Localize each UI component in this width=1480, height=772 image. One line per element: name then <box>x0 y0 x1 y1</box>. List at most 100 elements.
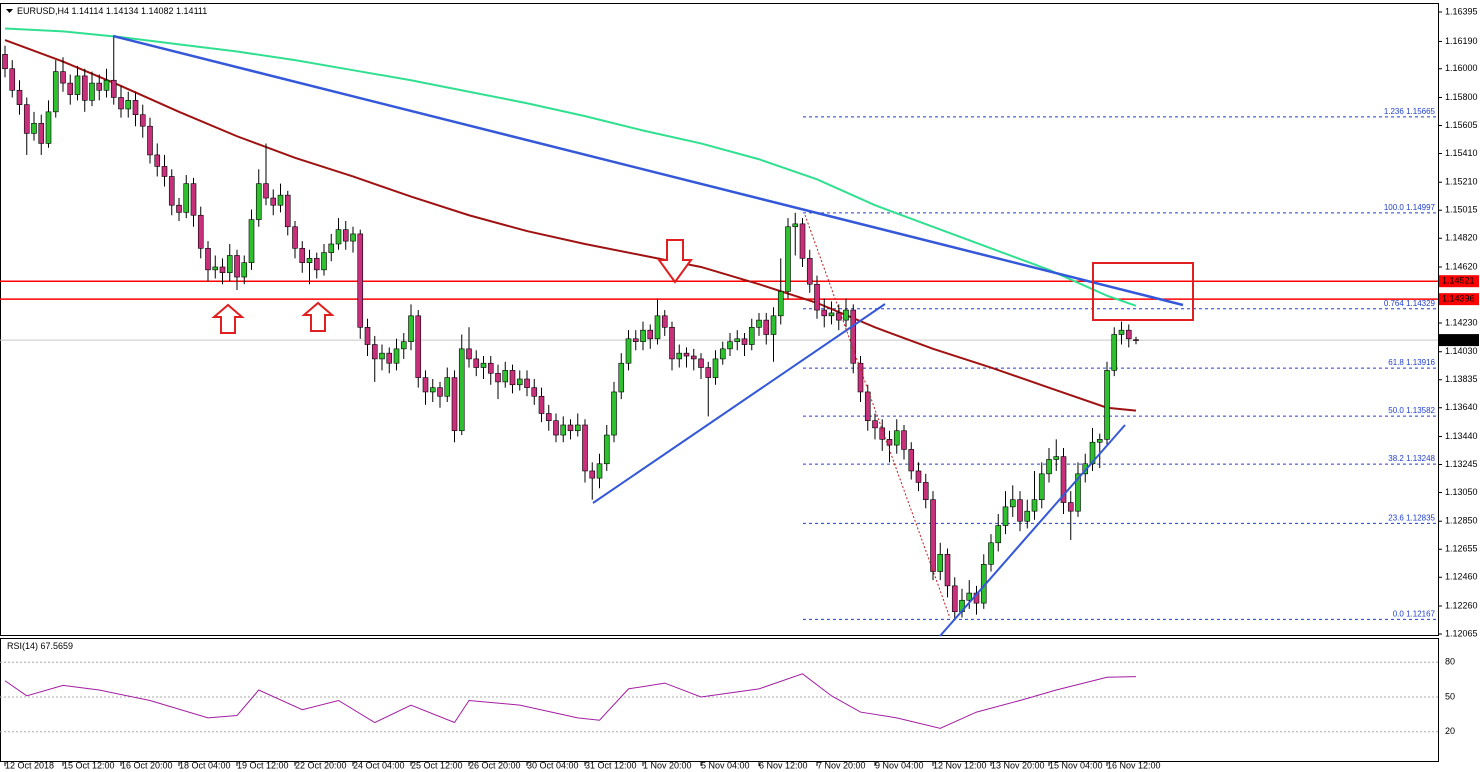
drawings <box>6 9 1194 637</box>
data-layer <box>2 27 1139 729</box>
candle-body <box>1133 339 1139 341</box>
trend-line <box>112 34 1184 307</box>
candle-body <box>451 377 458 432</box>
candle-body <box>951 585 958 613</box>
candle-body <box>596 463 603 479</box>
level-label-box <box>1439 293 1479 306</box>
x-tick-label: 26 Oct 20:00 <box>469 760 521 770</box>
fib-label: 1.236 1.15665 <box>1384 107 1436 116</box>
candle-body <box>1017 499 1023 522</box>
candle-body <box>168 176 175 206</box>
candle-body <box>647 329 654 340</box>
candle-body <box>38 123 45 144</box>
candle-body <box>944 553 951 587</box>
y-tick-label: 1.16190 <box>1445 36 1478 46</box>
candle-body <box>154 154 161 167</box>
candle-body <box>1067 502 1074 512</box>
fib-level: 0.764 <box>1384 299 1405 308</box>
candle-body <box>524 378 530 388</box>
candle-body <box>770 315 777 335</box>
rsi-value: 67.5659 <box>41 641 74 651</box>
candle-body <box>495 372 501 383</box>
candle-body <box>683 352 690 357</box>
candle-body <box>806 258 813 285</box>
candle-body <box>328 243 335 253</box>
candle-body <box>248 219 255 263</box>
level-label: 1.14396 <box>1442 294 1475 304</box>
x-tick-label: 12 Oct 2018 <box>5 760 54 770</box>
candle-body <box>458 348 465 432</box>
y-tick-label: 1.15800 <box>1445 92 1478 102</box>
candle-body <box>386 352 393 364</box>
candle-body <box>437 387 443 397</box>
y-tick-label: 1.12260 <box>1445 600 1478 610</box>
fib-price: 1.12835 <box>1406 513 1435 522</box>
y-tick-label: 1.12850 <box>1445 516 1478 526</box>
candle-body <box>777 291 784 317</box>
fib-label: 0.0 1.12167 <box>1393 609 1436 618</box>
x-tick-label: 12 Nov 12:00 <box>933 760 987 770</box>
candle-body <box>553 420 559 436</box>
candle-body <box>988 542 994 565</box>
candle-body <box>357 233 364 328</box>
y-tick-label: 1.15605 <box>1445 120 1478 130</box>
x-tick-label: 18 Oct 04:00 <box>179 760 231 770</box>
symbol: EURUSD,H4 <box>17 6 69 16</box>
candle-body <box>734 338 741 342</box>
candle-body <box>422 377 429 393</box>
candle-body <box>1002 506 1009 526</box>
candle-body <box>893 430 900 446</box>
x-tick-label: 1 Nov 20:00 <box>643 760 692 770</box>
candle-body <box>444 377 451 397</box>
candle-body <box>560 424 567 436</box>
candle-body <box>1031 499 1038 512</box>
candle-body <box>342 229 349 242</box>
candle-body <box>908 449 915 472</box>
trend-line <box>939 424 1126 637</box>
candle-body <box>937 553 944 572</box>
candle-body <box>176 204 182 213</box>
y-tick-label: 1.12460 <box>1445 572 1478 582</box>
candle-body <box>1118 329 1125 335</box>
fib-label: 0.764 1.14329 <box>1384 299 1436 308</box>
candle-body <box>96 82 103 91</box>
candle-body <box>872 420 878 429</box>
fib-price: 1.12167 <box>1406 609 1435 618</box>
fib-price: 1.13582 <box>1406 406 1435 415</box>
y-tick-label: 1.14030 <box>1445 346 1478 356</box>
candle-body <box>147 125 153 156</box>
candle-body <box>132 100 139 116</box>
candle-body <box>1046 459 1052 475</box>
candle-body <box>995 525 1002 544</box>
rsi-tick-label: 20 <box>1445 726 1455 736</box>
candle-body <box>429 387 436 393</box>
rsi-tick-label: 50 <box>1445 691 1455 701</box>
candle-body <box>270 197 277 206</box>
candle-body <box>618 362 625 393</box>
up-arrow <box>301 301 335 332</box>
candle-body <box>255 183 262 220</box>
candle-body <box>756 319 762 328</box>
candle-body <box>879 427 886 440</box>
candle-body <box>67 82 74 95</box>
down-arrow <box>657 239 693 284</box>
y-tick-label: 1.15015 <box>1445 205 1478 215</box>
candle-body <box>901 430 907 450</box>
candle-body <box>1053 456 1060 460</box>
candle-body <box>74 75 81 95</box>
fib-label: 23.6 1.12835 <box>1388 513 1435 522</box>
x-tick-label: 6 Nov 12:00 <box>759 760 808 770</box>
candle-body <box>516 378 523 386</box>
candle-body <box>1096 439 1103 443</box>
candle-body <box>545 413 552 421</box>
fib-level: 38.2 <box>1388 454 1404 463</box>
candle-body <box>632 338 639 342</box>
candle-body <box>31 123 37 134</box>
candle-body <box>9 68 16 91</box>
candle-body <box>480 362 487 368</box>
candle-body <box>81 75 88 101</box>
candle-body <box>915 470 922 483</box>
candle-body <box>690 355 697 360</box>
fib-price: 1.14329 <box>1406 299 1435 308</box>
